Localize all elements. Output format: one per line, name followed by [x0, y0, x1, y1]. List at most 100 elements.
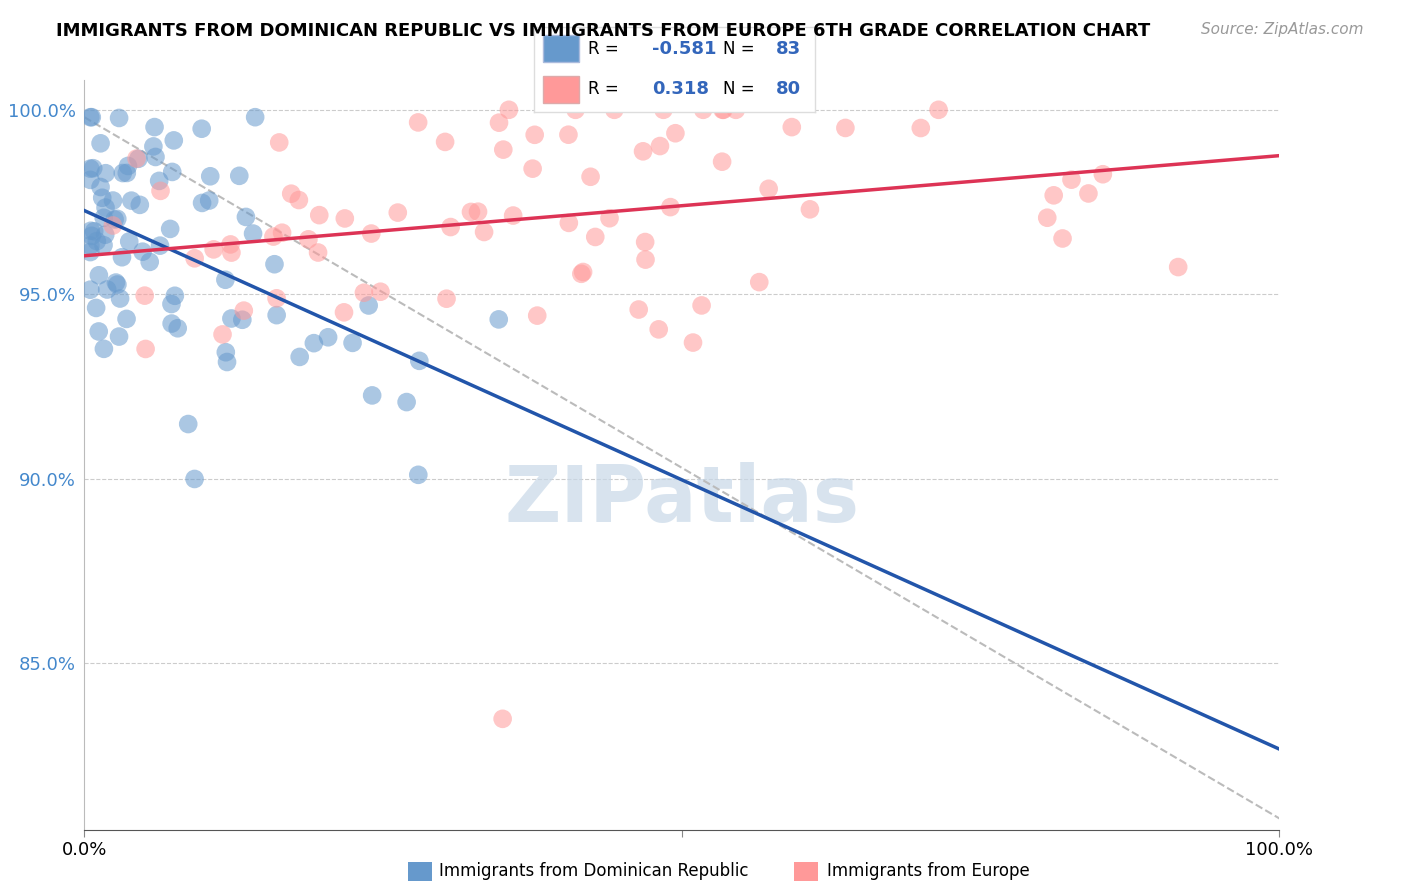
Point: [266, 308, 288, 322]
Point: [138, 255, 160, 269]
Point: [93, 211, 115, 225]
Point: [1091, 167, 1114, 181]
Point: [211, 327, 233, 342]
Point: [101, 219, 124, 233]
Point: [115, 166, 138, 180]
Point: [342, 335, 364, 350]
Point: [120, 194, 142, 208]
Point: [104, 212, 127, 227]
Point: [160, 297, 183, 311]
Point: [488, 116, 510, 130]
Point: [564, 103, 586, 117]
Point: [94, 227, 117, 242]
Point: [370, 285, 392, 299]
Text: 83: 83: [776, 40, 801, 58]
Point: [200, 169, 222, 184]
Point: [160, 165, 183, 179]
Point: [488, 312, 510, 326]
Point: [105, 277, 128, 292]
Point: [228, 169, 250, 183]
Text: 80: 80: [776, 80, 801, 98]
Point: [522, 161, 544, 176]
Point: [288, 350, 311, 364]
Point: [215, 355, 238, 369]
Point: [149, 238, 172, 252]
Text: ZIPatlas: ZIPatlas: [505, 462, 859, 538]
Point: [135, 342, 157, 356]
Point: [748, 275, 770, 289]
Point: [690, 298, 713, 312]
Point: [242, 227, 264, 241]
Text: R =: R =: [588, 80, 624, 98]
Point: [221, 245, 243, 260]
Point: [333, 305, 356, 319]
Point: [647, 322, 669, 336]
Point: [131, 244, 153, 259]
Point: [467, 204, 489, 219]
Point: [262, 229, 284, 244]
Point: [108, 329, 131, 343]
Point: [190, 121, 212, 136]
Point: [91, 191, 114, 205]
Point: [307, 245, 329, 260]
Point: [93, 238, 115, 252]
Text: N =: N =: [723, 80, 759, 98]
Point: [96, 283, 118, 297]
Point: [183, 252, 205, 266]
Point: [1052, 231, 1074, 245]
Point: [79, 245, 101, 260]
Point: [79, 110, 101, 124]
Point: [408, 354, 430, 368]
Point: [84, 301, 107, 315]
Point: [572, 265, 595, 279]
Point: [280, 186, 302, 201]
Point: [1060, 172, 1083, 186]
Point: [526, 309, 548, 323]
Point: [118, 235, 141, 249]
Point: [758, 182, 780, 196]
Point: [724, 103, 747, 117]
Point: [163, 289, 186, 303]
Point: [143, 120, 166, 134]
Point: [160, 317, 183, 331]
Point: [177, 417, 200, 431]
Point: [108, 292, 131, 306]
Point: [183, 472, 205, 486]
Point: [664, 126, 686, 140]
Point: [108, 111, 131, 125]
Point: [149, 184, 172, 198]
Point: [406, 115, 429, 129]
Point: [333, 211, 356, 226]
Point: [79, 173, 101, 187]
Point: [395, 395, 418, 409]
Point: [148, 174, 170, 188]
Point: [93, 342, 115, 356]
Point: [599, 211, 621, 226]
Point: [523, 128, 546, 142]
FancyBboxPatch shape: [543, 76, 579, 103]
Text: R =: R =: [588, 40, 624, 58]
Point: [145, 150, 167, 164]
Point: [243, 110, 266, 124]
Point: [316, 330, 339, 344]
Text: Immigrants from Dominican Republic: Immigrants from Dominican Republic: [439, 863, 748, 880]
Point: [266, 291, 288, 305]
Point: [1042, 188, 1064, 202]
Point: [80, 110, 103, 124]
Point: [83, 224, 105, 238]
Point: [711, 103, 734, 117]
Point: [159, 222, 181, 236]
Point: [271, 226, 294, 240]
Point: [90, 136, 112, 151]
Point: [799, 202, 821, 217]
Point: [910, 121, 932, 136]
Point: [659, 200, 682, 214]
Point: [1077, 186, 1099, 201]
Point: [221, 311, 243, 326]
Point: [353, 285, 375, 300]
Point: [780, 120, 803, 134]
Point: [361, 388, 384, 402]
Point: [634, 252, 657, 267]
Point: [87, 325, 110, 339]
Point: [652, 103, 675, 117]
